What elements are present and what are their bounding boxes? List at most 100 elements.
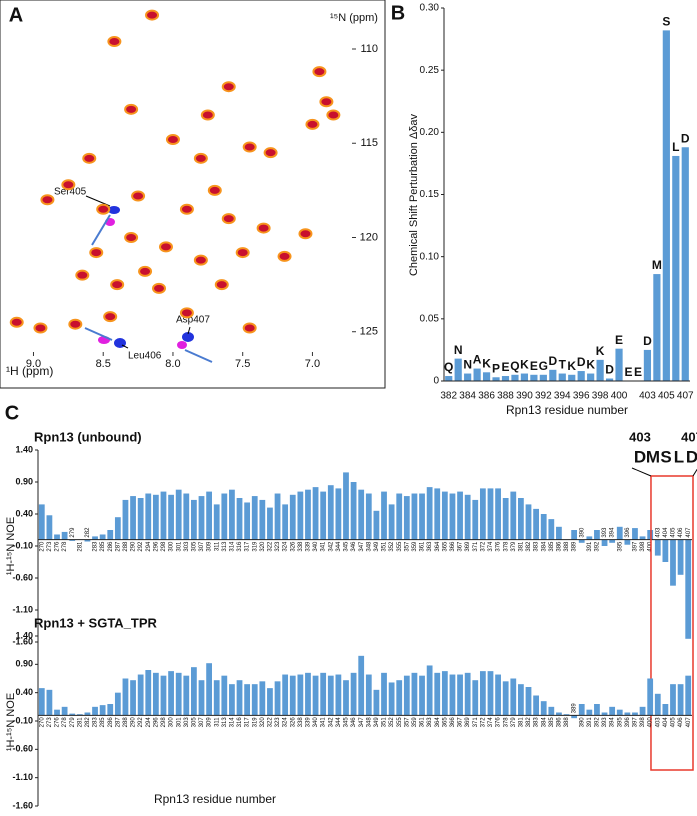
peak — [193, 254, 208, 266]
residue-label: 344 — [336, 717, 342, 728]
residue-label: 319 — [252, 541, 258, 552]
label-leader — [121, 344, 129, 349]
residue-label: 395 — [617, 541, 623, 552]
residue-label: 407 — [686, 717, 692, 728]
bar — [267, 688, 273, 716]
residue-letter: Q — [444, 360, 453, 374]
residue-label: 374 — [488, 541, 494, 552]
residue-label: 357 — [404, 541, 410, 552]
bar — [624, 712, 631, 716]
residue-label: 341 — [321, 717, 327, 728]
bar — [168, 494, 174, 540]
residue-label: 285 — [100, 541, 106, 552]
residue-label: 286 — [108, 717, 114, 728]
residue-label: 270 — [39, 717, 45, 728]
bar — [282, 504, 289, 540]
bar — [473, 368, 481, 381]
bar — [358, 655, 365, 716]
residue-label: 352 — [389, 541, 395, 552]
bar — [350, 482, 357, 540]
bar — [643, 349, 652, 381]
residue-label: 285 — [100, 717, 106, 728]
highlight-peak — [182, 332, 194, 342]
y-tick-label: 0.90 — [15, 659, 33, 669]
bar — [259, 681, 266, 716]
y-tick-label: -0.10 — [12, 715, 33, 725]
residue-letter: E — [615, 333, 623, 347]
bar — [518, 684, 524, 716]
residue-label: 347 — [359, 541, 365, 552]
bar — [632, 528, 638, 540]
residue-letter: K — [567, 359, 576, 373]
bar — [662, 539, 669, 562]
bar — [373, 689, 380, 716]
bar — [69, 713, 76, 716]
residue-label: 355 — [397, 717, 403, 728]
bar — [639, 536, 646, 540]
bar — [221, 493, 228, 540]
residue-letter: D — [681, 131, 690, 145]
y-tick-label: -0.60 — [12, 572, 33, 582]
y-axis-label: Chemical Shift Perturbation Δδav — [408, 113, 420, 276]
chart-title: Rpn13 (unbound) — [34, 429, 142, 444]
bar — [605, 378, 614, 381]
residue-label: 365 — [442, 541, 448, 552]
bar — [365, 674, 372, 716]
residue-label: 303 — [184, 541, 190, 552]
peak — [263, 147, 278, 159]
peak — [312, 66, 327, 78]
x-axis-label: ¹H (ppm) — [6, 364, 53, 378]
residue-label: 376 — [496, 717, 502, 728]
x-tick-label: 7.5 — [235, 358, 250, 370]
bar — [396, 680, 403, 716]
residue-label: 294 — [146, 541, 152, 552]
y-tick-label: 0.40 — [15, 687, 33, 697]
residue-label: 338 — [298, 717, 304, 728]
bar — [38, 504, 45, 540]
bar — [289, 494, 296, 540]
chart-title: Rpn13 + SGTA_TPR — [34, 615, 158, 630]
residue-label: 322 — [268, 717, 274, 728]
residue-label: 383 — [534, 541, 540, 552]
residue-label: 382 — [526, 717, 532, 728]
peak — [75, 269, 90, 281]
y-tick-label: -0.60 — [12, 744, 33, 754]
bar — [388, 504, 395, 540]
bar — [350, 672, 357, 716]
residue-label: 276 — [55, 541, 61, 552]
residue-label: 339 — [306, 541, 312, 552]
peak — [110, 279, 125, 291]
peak — [298, 228, 313, 240]
residue-label: 311 — [214, 717, 220, 727]
y-tick-label: 115 — [360, 137, 378, 149]
bar — [130, 496, 136, 540]
residue-label: 361 — [420, 717, 426, 728]
peak — [152, 282, 167, 294]
residue-label: 345 — [344, 717, 350, 728]
residue-label: 347 — [359, 717, 365, 728]
bar — [84, 539, 91, 542]
peak — [158, 241, 173, 253]
peak — [68, 318, 83, 330]
bar — [145, 670, 152, 716]
bar — [312, 487, 319, 540]
bar — [61, 531, 68, 540]
bar — [464, 373, 472, 381]
residue-label: 283 — [93, 541, 99, 552]
y-tick-label: 0.30 — [420, 3, 440, 14]
residue-label: 279 — [70, 717, 76, 728]
bar — [381, 491, 387, 540]
bar — [670, 539, 676, 586]
peak — [9, 316, 24, 328]
x-tick-label: 398 — [592, 391, 609, 402]
bar — [596, 359, 604, 381]
residue-label: 351 — [382, 717, 388, 728]
bar — [601, 712, 608, 716]
bar — [46, 689, 53, 716]
highlight-residue: M — [646, 447, 660, 466]
x-tick-label: 394 — [554, 391, 571, 402]
x-tick-label: 390 — [516, 391, 533, 402]
residue-label: 340 — [313, 541, 319, 552]
peak — [235, 247, 250, 259]
